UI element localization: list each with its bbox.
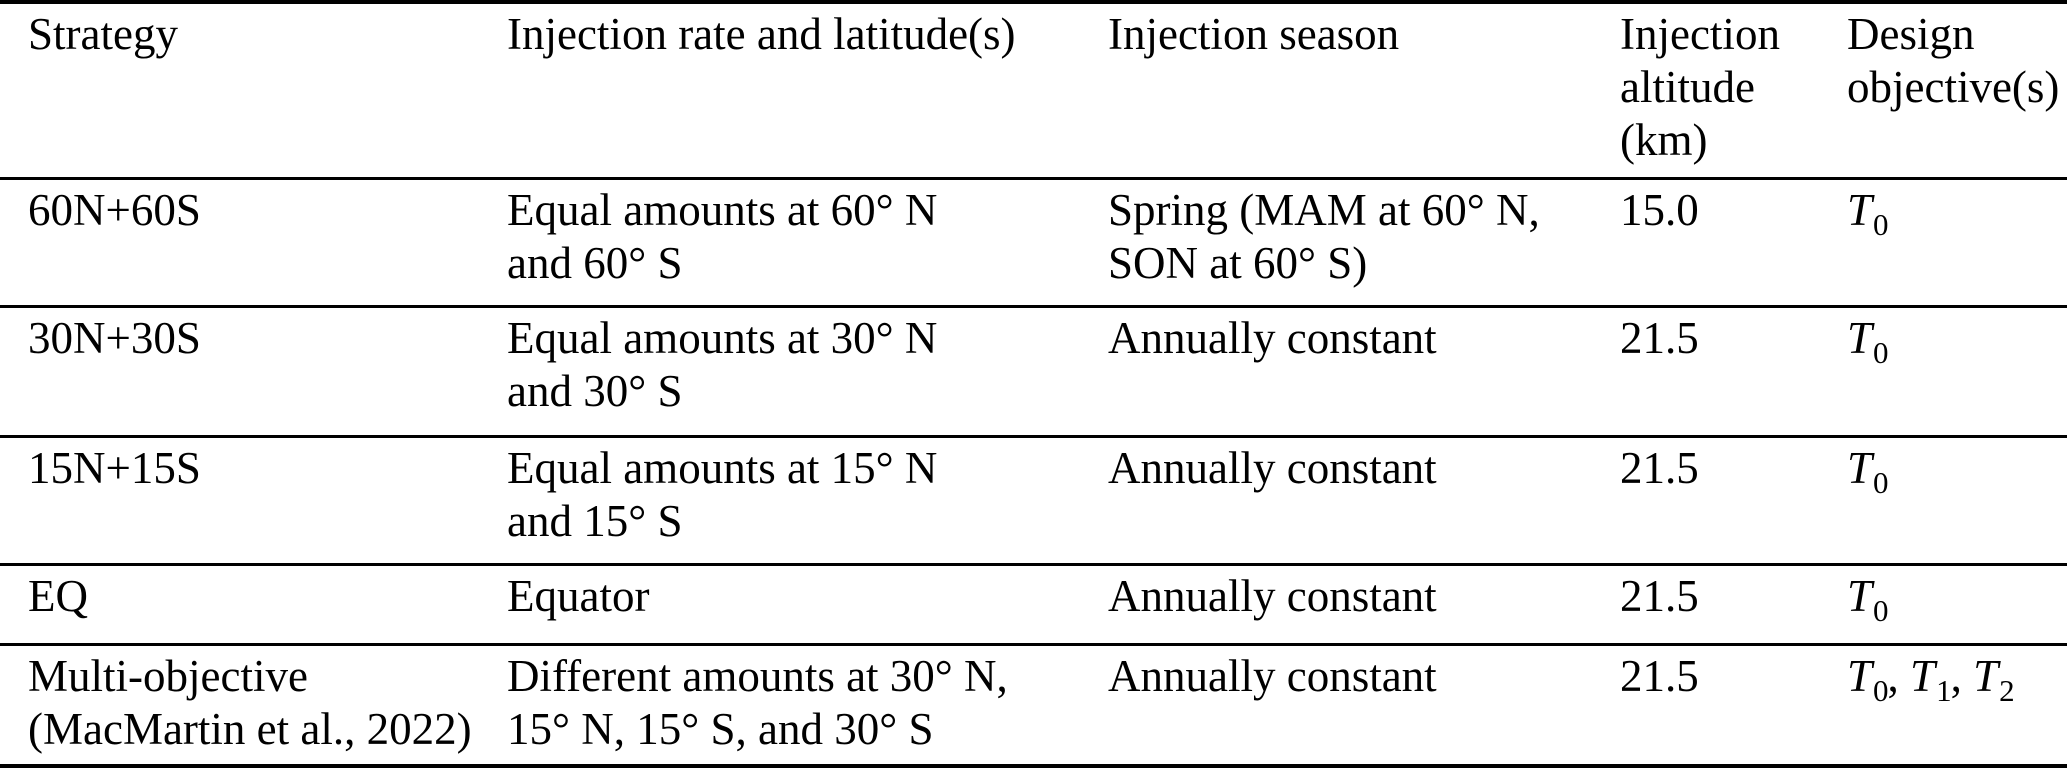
cell-strategy: EQ <box>28 566 507 643</box>
header-label: Strategy <box>28 9 178 59</box>
objective-subscript: 0 <box>1873 465 1889 500</box>
rate-text: Equal amounts at 30° N <box>507 313 938 363</box>
strategy-text: Multi-objective <box>28 651 308 701</box>
cell-strategy: 60N+60S <box>28 180 507 305</box>
cell-altitude: 15.0 <box>1620 180 1847 305</box>
season-text: SON at 60° S) <box>1108 238 1368 288</box>
altitude-value: 21.5 <box>1620 313 1699 363</box>
cell-season: Annually constant <box>1108 438 1620 563</box>
altitude-value: 21.5 <box>1620 651 1699 701</box>
cell-season: Spring (MAM at 60° N, SON at 60° S) <box>1108 180 1620 305</box>
table-row: EQ Equator Annually constant 21.5 T0 <box>0 566 2067 646</box>
cell-altitude: 21.5 <box>1620 566 1847 643</box>
rate-text: and 15° S <box>507 496 683 546</box>
season-text: Annually constant <box>1108 651 1437 701</box>
strategy-text: (MacMartin et al., 2022) <box>28 704 472 754</box>
objective-subscript: 1 <box>1936 673 1952 708</box>
season-text: Annually constant <box>1108 571 1437 621</box>
altitude-value: 21.5 <box>1620 443 1699 493</box>
cell-altitude: 21.5 <box>1620 438 1847 563</box>
objective-subscript: 0 <box>1873 593 1889 628</box>
objectives-value: T0 <box>1847 571 1889 626</box>
altitude-value: 21.5 <box>1620 571 1699 621</box>
strategy-text: 30N+30S <box>28 313 201 363</box>
header-label: objective(s) <box>1847 62 2060 112</box>
objective-symbol: T <box>1847 651 1873 701</box>
table-header-row: Strategy Injection rate and latitude(s) In… <box>0 4 2067 180</box>
objective-symbol: T <box>1847 443 1873 493</box>
header-cell-strategy: Strategy <box>28 4 507 177</box>
rate-text: Equal amounts at 15° N <box>507 443 938 493</box>
cell-strategy: 15N+15S <box>28 438 507 563</box>
rate-text: Different amounts at 30° N, <box>507 651 1008 701</box>
rate-text: 15° N, 15° S, and 30° S <box>507 704 934 754</box>
objective-subscript: 0 <box>1873 207 1889 242</box>
cell-season: Annually constant <box>1108 646 1620 764</box>
header-label: altitude <box>1620 62 1755 112</box>
cell-altitude: 21.5 <box>1620 308 1847 435</box>
cell-season: Annually constant <box>1108 566 1620 643</box>
header-label: Injection season <box>1108 9 1400 59</box>
rate-text: and 60° S <box>507 238 683 288</box>
header-label: Injection rate and latitude(s) <box>507 9 1016 59</box>
cell-strategy: Multi-objective (MacMartin et al., 2022) <box>28 646 507 764</box>
cell-strategy: 30N+30S <box>28 308 507 435</box>
header-label: (km) <box>1620 115 1708 165</box>
header-cell-objective: Design objective(s) <box>1847 4 2067 177</box>
strategy-text: EQ <box>28 571 88 621</box>
objective-symbol: T <box>1847 185 1873 235</box>
objectives-value: T0 <box>1847 443 1889 498</box>
strategy-text: 60N+60S <box>28 185 201 235</box>
rate-text: Equal amounts at 60° N <box>507 185 938 235</box>
objectives-value: T0 <box>1847 185 1889 240</box>
objective-subscript: 0 <box>1873 335 1889 370</box>
objective-symbol: T <box>1847 571 1873 621</box>
rate-text: and 30° S <box>507 366 683 416</box>
cell-objectives: T0 <box>1847 438 2067 563</box>
cell-season: Annually constant <box>1108 308 1620 435</box>
altitude-value: 15.0 <box>1620 185 1699 235</box>
objectives-value: T0 <box>1847 313 1889 368</box>
objective-symbol: T <box>1910 651 1936 701</box>
season-text: Spring (MAM at 60° N, <box>1108 185 1540 235</box>
header-label: Injection <box>1620 9 1780 59</box>
cell-rate: Equator <box>507 566 1108 643</box>
cell-objectives: T0 <box>1847 180 2067 305</box>
season-text: Annually constant <box>1108 443 1437 493</box>
objectives-value: T0, T1, T2 <box>1847 651 2015 708</box>
objective-subscript: 2 <box>1999 673 2015 708</box>
rate-text: Equator <box>507 571 650 621</box>
header-label: Design <box>1847 9 1975 59</box>
cell-objectives: T0, T1, T2 <box>1847 646 2067 764</box>
table-row: Multi-objective (MacMartin et al., 2022) D… <box>0 646 2067 764</box>
cell-rate: Different amounts at 30° N, 15° N, 15° S,… <box>507 646 1108 764</box>
header-cell-rate: Injection rate and latitude(s) <box>507 4 1108 177</box>
objective-symbol: T <box>1847 313 1873 363</box>
season-text: Annually constant <box>1108 313 1437 363</box>
header-cell-season: Injection season <box>1108 4 1620 177</box>
cell-altitude: 21.5 <box>1620 646 1847 764</box>
objective-subscript: 0 <box>1873 673 1889 708</box>
strategy-text: 15N+15S <box>28 443 201 493</box>
cell-objectives: T0 <box>1847 566 2067 643</box>
header-cell-altitude: Injection altitude (km) <box>1620 4 1847 177</box>
objective-symbol: T <box>1973 651 1999 701</box>
cell-objectives: T0 <box>1847 308 2067 435</box>
